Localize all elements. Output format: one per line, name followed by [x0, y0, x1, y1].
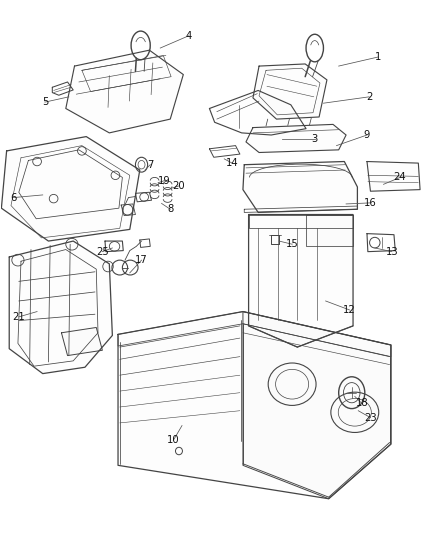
- Text: 4: 4: [185, 31, 192, 41]
- Polygon shape: [367, 161, 420, 191]
- Text: 23: 23: [364, 413, 377, 423]
- Text: 2: 2: [366, 92, 372, 102]
- Text: 6: 6: [11, 192, 17, 203]
- Text: 3: 3: [311, 134, 318, 144]
- Polygon shape: [1, 136, 140, 241]
- Text: 20: 20: [173, 181, 185, 191]
- Text: 24: 24: [394, 172, 406, 182]
- Text: 13: 13: [385, 247, 398, 257]
- Text: 8: 8: [167, 204, 173, 214]
- Text: 16: 16: [364, 198, 377, 208]
- Text: 19: 19: [158, 175, 171, 185]
- Text: 10: 10: [167, 435, 180, 446]
- Text: 15: 15: [286, 239, 298, 249]
- Text: 14: 14: [226, 158, 238, 168]
- Polygon shape: [243, 312, 391, 499]
- Text: 1: 1: [374, 52, 381, 62]
- Polygon shape: [61, 327, 102, 356]
- Text: 12: 12: [343, 305, 356, 315]
- Polygon shape: [66, 50, 184, 133]
- Text: 21: 21: [12, 312, 25, 322]
- Text: 9: 9: [364, 130, 370, 140]
- Polygon shape: [306, 215, 353, 246]
- Polygon shape: [253, 64, 327, 119]
- Text: 7: 7: [147, 160, 153, 169]
- Text: 5: 5: [42, 97, 48, 107]
- Text: 18: 18: [356, 398, 368, 408]
- Text: 17: 17: [135, 255, 148, 265]
- Text: 25: 25: [96, 247, 109, 257]
- Polygon shape: [118, 312, 391, 499]
- Polygon shape: [249, 215, 353, 347]
- Polygon shape: [246, 124, 346, 152]
- Polygon shape: [9, 241, 113, 374]
- Polygon shape: [243, 161, 357, 213]
